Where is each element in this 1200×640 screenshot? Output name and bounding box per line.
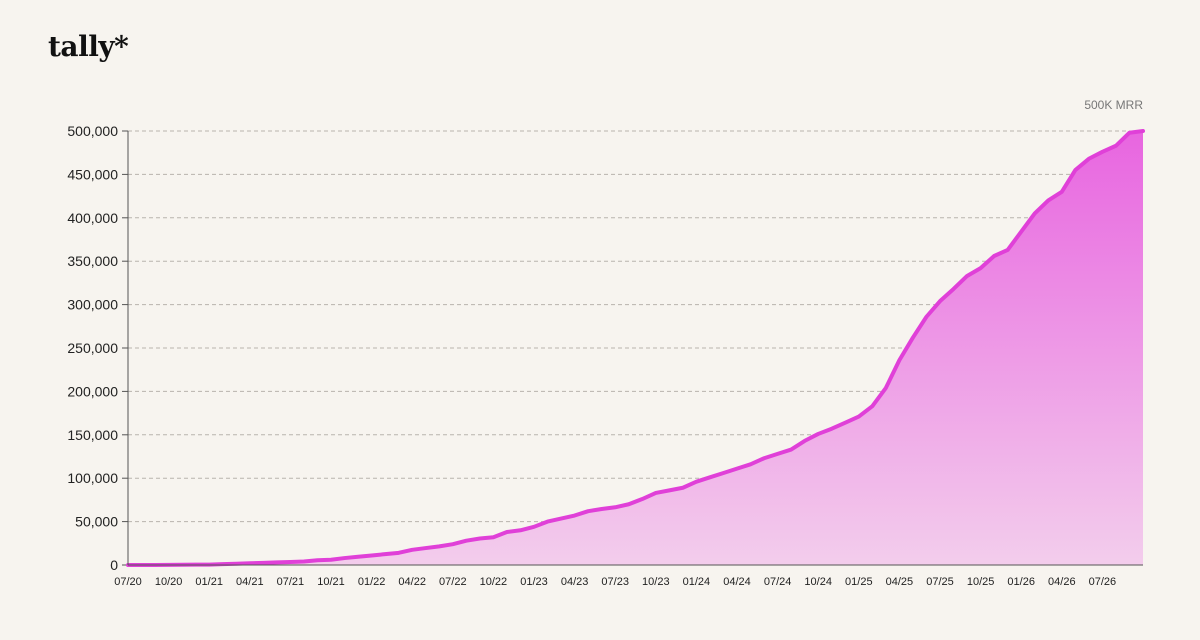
x-tick-label: 10/20	[155, 576, 183, 588]
x-tick-label: 01/23	[520, 576, 548, 588]
x-tick-label: 04/22	[398, 576, 426, 588]
chart-annotation: 500K MRR	[1084, 98, 1143, 112]
y-tick-label: 300,000	[67, 297, 118, 313]
x-tick-label: 04/25	[886, 576, 914, 588]
x-tick-label: 10/23	[642, 576, 670, 588]
y-tick-label: 200,000	[67, 383, 118, 399]
y-tick-label: 250,000	[67, 340, 118, 356]
x-axis-tick-labels: 07/20 10/20 01/21 04/21 07/21 10/21 01/22 04/22…	[114, 576, 1116, 588]
y-axis-tick-labels: 0 50,000 100,000 150,000 200,000 250,000 300,0…	[67, 123, 118, 573]
x-tick-label: 04/24	[723, 576, 751, 588]
x-tick-label: 07/23	[601, 576, 629, 588]
x-tick-label: 07/20	[114, 576, 142, 588]
y-tick-label: 500,000	[67, 123, 118, 139]
x-tick-label: 07/21	[277, 576, 305, 588]
x-tick-label: 04/21	[236, 576, 264, 588]
x-tick-label: 10/24	[804, 576, 832, 588]
x-tick-label: 01/21	[195, 576, 223, 588]
x-tick-label: 01/26	[1007, 576, 1035, 588]
y-tick-label: 400,000	[67, 210, 118, 226]
x-tick-label: 07/26	[1089, 576, 1117, 588]
x-tick-label: 07/24	[764, 576, 792, 588]
tally-logo[interactable]: tally*	[48, 30, 129, 63]
x-tick-label: 10/22	[480, 576, 508, 588]
x-tick-label: 10/25	[967, 576, 995, 588]
area-series	[126, 129, 1145, 567]
x-tick-label: 01/24	[683, 576, 711, 588]
x-tick-label: 07/22	[439, 576, 467, 588]
x-tick-label: 01/22	[358, 576, 386, 588]
y-tick-label: 100,000	[67, 470, 118, 486]
x-tick-label: 10/21	[317, 576, 345, 588]
series-line	[126, 129, 1145, 567]
y-tick-label: 350,000	[67, 253, 118, 269]
y-tick-label: 450,000	[67, 166, 118, 182]
x-tick-label: 04/23	[561, 576, 589, 588]
area-fill	[128, 131, 1143, 565]
x-tick-label: 07/25	[926, 576, 954, 588]
x-tick-label: 01/25	[845, 576, 873, 588]
y-tick-label: 50,000	[75, 514, 118, 530]
y-tick-label: 150,000	[67, 427, 118, 443]
x-tick-label: 04/26	[1048, 576, 1076, 588]
y-tick-label: 0	[110, 557, 118, 573]
axes	[127, 131, 1143, 566]
